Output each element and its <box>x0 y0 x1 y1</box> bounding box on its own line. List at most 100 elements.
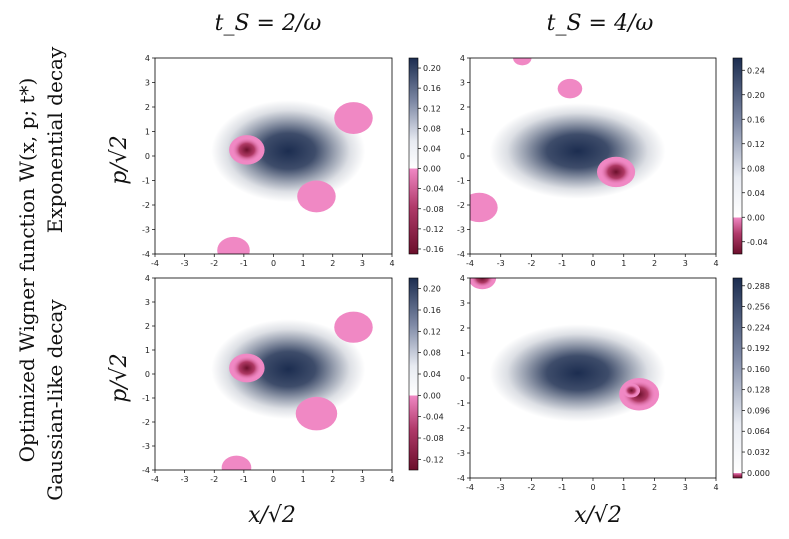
colorbar-tick-label: 0.04 <box>747 189 765 198</box>
x-tick-label: 3 <box>360 475 365 484</box>
y-tick-label: 1 <box>460 349 465 358</box>
colorbar-tick-label: 0.224 <box>747 323 770 332</box>
negative-region <box>470 192 498 223</box>
colorbar-tick-label: 0.00 <box>747 213 765 222</box>
ylabel-row1: p/√2 <box>107 135 132 185</box>
x-tick-label: 3 <box>683 483 688 492</box>
colorbar-tick-label: -0.04 <box>423 413 444 422</box>
colorbar-tick-label: -0.08 <box>423 205 444 214</box>
x-tick-label: 4 <box>713 483 718 492</box>
colorbar-tick-label: 0.20 <box>747 91 765 100</box>
colorbar-tick-label: 0.064 <box>747 427 770 436</box>
y-super-label: Optimized Wigner function W(x, p; t*) <box>15 78 39 463</box>
y-tick-label: 4 <box>145 274 150 283</box>
y-tick-label: -3 <box>457 226 465 235</box>
negative-core <box>229 135 264 164</box>
x-tick-label: -2 <box>210 259 218 268</box>
x-tick-label: 1 <box>301 259 306 268</box>
x-tick-label: 0 <box>590 259 595 268</box>
colorbar-tick-label: -0.12 <box>423 455 444 464</box>
x-tick-label: -4 <box>466 259 474 268</box>
negative-region <box>217 236 250 254</box>
colorbar-tick-label: 0.08 <box>747 164 765 173</box>
y-tick-label: 0 <box>145 152 150 161</box>
x-tick-label: 1 <box>301 475 306 484</box>
x-tick-label: -1 <box>558 259 566 268</box>
row-label-exponential: Exponential decay <box>43 46 67 233</box>
positive-lobe <box>489 103 666 199</box>
y-tick-label: 1 <box>145 128 150 137</box>
colorbar-tick-label: -0.16 <box>423 245 444 254</box>
colorbar-tick-label: 0.08 <box>423 124 441 133</box>
colorbar-tick-label: 0.096 <box>747 406 770 415</box>
x-tick-label: -4 <box>151 475 159 484</box>
colorbar-tick-label: -0.12 <box>423 225 444 234</box>
panel-exponential-ts4: -4 -3 -2 -1 0 1 2 3 4 4 3 2 1 0 -1 -2 -3 -4 0.24 0.20 0.16 0.… <box>457 54 768 268</box>
x-tick-label: -3 <box>497 483 505 492</box>
x-tick-label: 4 <box>389 259 394 268</box>
y-tick-label: 1 <box>145 346 150 355</box>
x-tick-label: 4 <box>389 475 394 484</box>
negative-region <box>334 311 373 343</box>
y-tick-label: -2 <box>457 424 465 433</box>
negative-region <box>221 455 252 470</box>
colorbar-tick-label: 0.20 <box>423 285 441 294</box>
y-tick-label: 3 <box>460 299 465 308</box>
panel-exponential-ts2: -4 -3 -2 -1 0 1 2 3 4 4 3 2 1 0 -1 -2 -3 -4 0.20 0.16 0.12 0.… <box>142 54 444 268</box>
colorbar-tick-label: 0.16 <box>747 115 765 124</box>
ylabel-row2: p/√2 <box>107 353 132 403</box>
x-tick-label: -2 <box>210 475 218 484</box>
negative-region <box>513 58 532 66</box>
x-tick-label: -4 <box>466 483 474 492</box>
y-tick-label: -1 <box>142 177 150 186</box>
colorbar <box>732 57 743 255</box>
plot-content <box>470 278 666 422</box>
colorbar-tick-label: 0.12 <box>747 140 765 149</box>
x-tick-label: -2 <box>528 259 536 268</box>
x-tick-label: -1 <box>240 475 248 484</box>
colorbar-tick-label: 0.24 <box>747 66 765 75</box>
x-tick-label: 1 <box>621 483 626 492</box>
y-tick-label: 4 <box>460 274 465 283</box>
x-tick-label: 1 <box>621 259 626 268</box>
y-tick-label: -3 <box>457 449 465 458</box>
x-tick-label: -4 <box>151 259 159 268</box>
colorbar-tick-label: 0.192 <box>747 344 770 353</box>
x-tick-label: 2 <box>330 475 335 484</box>
y-tick-label: -1 <box>457 399 465 408</box>
colorbar-tick-label: 0.04 <box>423 370 441 379</box>
x-tick-label: 0 <box>271 259 276 268</box>
x-tick-label: -3 <box>497 259 505 268</box>
x-tick-label: 3 <box>360 259 365 268</box>
x-tick-label: -1 <box>240 259 248 268</box>
xlabel-right: x/√2 <box>574 503 622 528</box>
x-tick-label: -3 <box>181 475 189 484</box>
negative-region <box>557 78 583 99</box>
panel-gaussian-ts2: -4 -3 -2 -1 0 1 2 3 4 4 3 2 1 0 -1 -2 -3 -4 0.20 0.16 0.12 0.… <box>142 274 444 484</box>
colorbar-tick-label: 0.00 <box>423 391 441 400</box>
colorbar-tick-label: 0.08 <box>423 349 441 358</box>
y-tick-label: -3 <box>142 442 150 451</box>
panels: -4 -3 -2 -1 0 1 2 3 4 4 3 2 1 0 -1 -2 -3 -4 0.20 0.16 0.12 0.… <box>142 54 770 492</box>
plot-content <box>211 311 373 470</box>
col-title-right: t_S = 4/ω <box>547 11 654 36</box>
x-tick-label: 4 <box>713 259 718 268</box>
x-tick-label: 0 <box>590 483 595 492</box>
negative-region <box>297 180 336 213</box>
positive-lobe <box>211 100 366 203</box>
positive-lobe <box>211 319 366 420</box>
y-tick-label: 3 <box>460 79 465 88</box>
negative-core <box>623 383 640 398</box>
colorbar-tick-label: 0.160 <box>747 365 770 374</box>
y-tick-label: -4 <box>142 466 150 475</box>
y-tick-label: 4 <box>460 54 465 63</box>
y-tick-label: 2 <box>460 324 465 333</box>
y-tick-label: -4 <box>142 250 150 259</box>
x-tick-label: -3 <box>181 259 189 268</box>
col-title-left: t_S = 2/ω <box>215 11 322 36</box>
colorbar-tick-label: 0.12 <box>423 327 441 336</box>
y-tick-label: -1 <box>142 394 150 403</box>
colorbar <box>408 277 419 471</box>
colorbar-tick-label: 0.256 <box>747 303 770 312</box>
